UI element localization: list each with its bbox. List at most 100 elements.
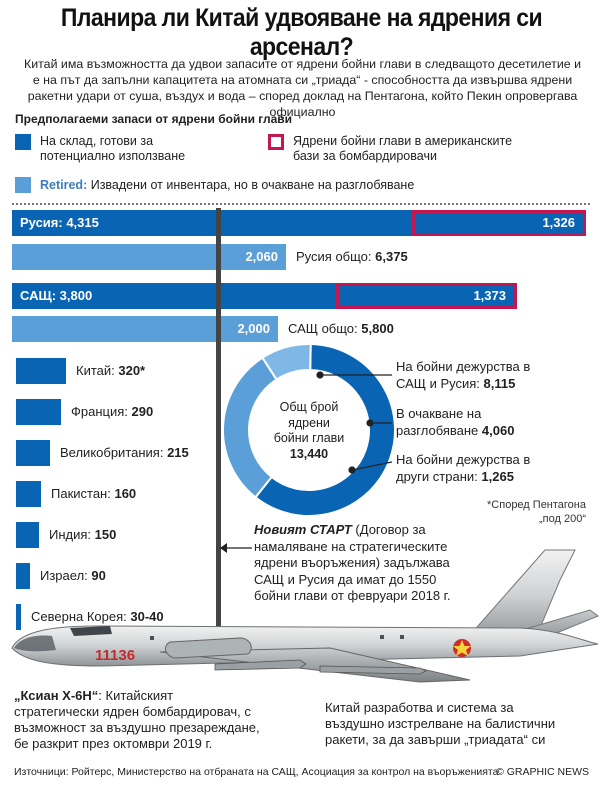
callout-3-value: 1,265 — [481, 469, 514, 484]
divider — [12, 203, 590, 205]
caption-bomber-l2: стратегически ядрен бомбардировач, с — [14, 704, 251, 719]
bar-us-retired: 2,000 — [12, 316, 278, 342]
country-value: 150 — [94, 527, 117, 542]
tail-number: 11136 — [95, 647, 135, 664]
footnote-l1: *Според Пентагона — [487, 499, 586, 511]
caption-bomber-l3: възможност за въздушно презареждане, — [14, 720, 260, 735]
country-value: 90 — [91, 568, 106, 583]
donut-center-l2: ядрени — [288, 415, 330, 430]
legend-retired-word: Retired: — [40, 178, 88, 192]
country-value: 320* — [118, 363, 146, 378]
new-start-name: Новият СТАРТ — [254, 522, 352, 537]
callout-others: На бойни дежурства в други страни: 1,265 — [396, 451, 530, 485]
country-value: 215 — [167, 445, 189, 460]
sources: Източници: Ройтерс, Министерство на отбр… — [14, 766, 499, 778]
callout-dismantle: В очакване на разглобяване 4,060 — [396, 405, 514, 439]
bomber-illustration: 11136 — [11, 549, 600, 683]
bar-us-abroad-value: 1,373 — [473, 288, 506, 303]
bar-1-country — [16, 358, 66, 384]
caption-bomber: „Ксиан Х-6Н“: Китайският стратегически я… — [14, 688, 304, 752]
callout-line-3 — [351, 461, 393, 471]
country-label: Израел: 90 — [40, 563, 106, 589]
callout-1-value: 8,115 — [483, 376, 516, 391]
bar-3-country — [16, 440, 50, 466]
footnote-l2: „под 200“ — [539, 513, 586, 525]
bar-4-country — [16, 481, 41, 507]
country-name: Израел: — [40, 568, 92, 583]
callout-dot-1 — [316, 371, 324, 379]
callout-us-russia: На бойни дежурства в САЩ и Русия: 8,115 — [396, 358, 530, 392]
country-name: Северна Корея: — [31, 609, 131, 624]
new-start-pointer — [220, 543, 252, 553]
us-total-value: 5,800 — [361, 321, 394, 336]
legend-us-bases-line1: Ядрени бойни глави в американските — [293, 134, 513, 148]
bar-russia-abroad: 1,326 — [412, 210, 586, 236]
caption-triad-l2: въздушно изстрелване на балистични — [325, 716, 556, 731]
bar-2-country — [16, 399, 61, 425]
legend-stockpile: На склад, готови за потенциално използва… — [40, 134, 185, 164]
bar-us-label: САЩ: 3,800 — [20, 288, 93, 303]
caption-bomber-name: „Ксиан Х-6Н“ — [14, 688, 99, 703]
legend-swatch-stockpile — [15, 134, 31, 150]
brand-credit: © GRAPHIC NEWS — [496, 766, 589, 778]
bar-us-retired-value: 2,000 — [237, 321, 270, 336]
callout-3-l2: други страни: — [396, 469, 478, 484]
russia-total-value: 6,375 — [375, 249, 408, 264]
legend-title: Предполагаеми запаси от ядрени бойни гла… — [15, 112, 293, 126]
callout-1-l2: САЩ и Русия: — [396, 376, 480, 391]
country-label: Великобритания: 215 — [60, 440, 189, 466]
country-label: Индия: 150 — [49, 522, 116, 548]
footnote: *Според Пентагона „под 200“ — [446, 498, 586, 526]
country-name: Пакистан: — [51, 486, 115, 501]
legend-stockpile-line2: потенциално използване — [40, 149, 186, 163]
legend-retired: Retired: Извадени от инвентара, но в оча… — [40, 178, 414, 193]
bar-russia-retired: 2,060 — [12, 244, 286, 270]
caption-triad: Китай разработва и система за въздушно и… — [325, 700, 595, 748]
callout-2-l2: разглобяване — [396, 423, 479, 438]
new-start-l5: бойни глави от февруари 2018 г. — [254, 588, 451, 603]
us-total-label: САЩ общо: — [288, 321, 358, 336]
us-total: САЩ общо: 5,800 — [288, 316, 394, 342]
page-title: Планира ли Китай удвояване на ядрения си… — [60, 4, 543, 61]
country-value: 290 — [131, 404, 154, 419]
new-start-l1: (Договор за — [355, 522, 426, 537]
russia-total-label: Русия общо: — [296, 249, 372, 264]
caption-bomber-l4: бе разкрит през октомври 2019 г. — [14, 736, 213, 751]
country-label: Китай: 320* — [76, 358, 145, 384]
donut-center-l3: бойни глави — [273, 431, 345, 445]
country-label: Франция: 290 — [71, 399, 153, 425]
caption-triad-l3: ракети, за да завърши „триадата“ си — [325, 732, 546, 747]
bar-us-abroad: 1,373 — [336, 283, 517, 309]
country-value: 160 — [114, 486, 137, 501]
caption-bomber-l1: : Китайският — [98, 688, 174, 703]
new-start-text: Новият СТАРТ (Договор за намаляване на с… — [254, 522, 584, 605]
callout-2-value: 4,060 — [481, 423, 515, 438]
callout-2-l1: В очакване на — [396, 406, 482, 421]
callout-dot-2 — [366, 419, 374, 427]
country-label: Северна Корея: 30-40 — [31, 604, 164, 630]
new-start-limit-line — [216, 208, 221, 648]
bar-5-country — [16, 522, 39, 548]
donut-center-l1: Общ брой — [279, 400, 339, 414]
legend-retired-desc: Извадени от инвентара, но в очакване на … — [90, 178, 415, 192]
country-name: Китай: — [76, 363, 119, 378]
country-label: Пакистан: 160 — [51, 481, 136, 507]
bar-russia-label: Русия: 4,315 — [20, 215, 99, 230]
country-name: Индия: — [49, 527, 95, 542]
bar-us-stockpile: САЩ: 3,800 — [12, 283, 337, 309]
country-value: 30-40 — [130, 609, 164, 624]
new-start-l2: намаляване на стратегическите — [254, 538, 448, 554]
callout-3-l1: На бойни дежурства в — [396, 452, 531, 467]
legend-swatch-us-bases — [268, 134, 284, 150]
new-start-l4: САЩ и Русия да имат до 1550 — [254, 571, 437, 587]
legend-stockpile-line1: На склад, готови за — [40, 134, 154, 148]
bar-russia-abroad-value: 1,326 — [542, 215, 575, 230]
caption-triad-l1: Китай разработва и система за — [325, 700, 514, 715]
donut-segment-3 — [261, 343, 312, 381]
intro-text: Китай има възможността да удвои запасите… — [24, 57, 581, 119]
russia-total: Русия общо: 6,375 — [296, 244, 408, 270]
bar-russia-stockpile: Русия: 4,315 — [12, 210, 412, 236]
country-name: Великобритания: — [60, 445, 168, 460]
bar-7-country — [16, 604, 21, 630]
bar-russia-retired-value: 2,060 — [245, 249, 278, 264]
